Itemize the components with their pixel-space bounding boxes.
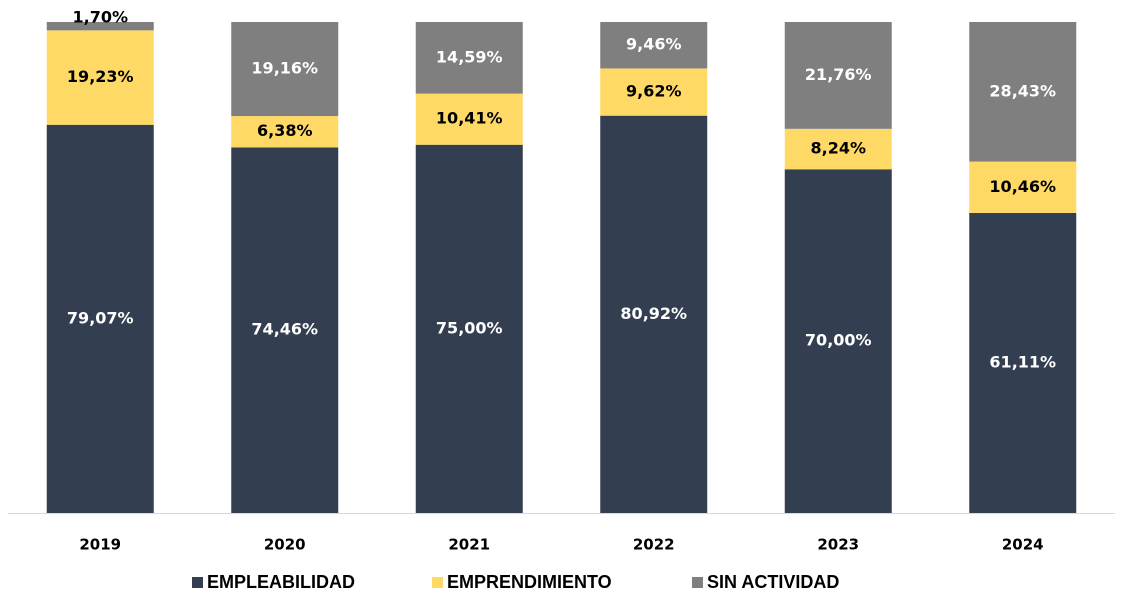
data-label: 10,41%	[436, 109, 503, 128]
data-label: 79,07%	[67, 308, 134, 327]
data-label: 70,00%	[805, 331, 872, 350]
data-label: 19,23%	[67, 67, 134, 86]
bar-segment	[784, 169, 892, 514]
bar-segment	[415, 144, 523, 513]
x-tick-label: 2023	[817, 536, 859, 554]
bar-segment	[46, 124, 154, 513]
bar-segment	[600, 68, 708, 116]
bar-segment	[231, 22, 339, 117]
data-label: 10,46%	[989, 177, 1056, 196]
data-label: 19,16%	[251, 59, 318, 78]
bar-segment	[231, 116, 339, 148]
legend-label: SIN ACTIVIDAD	[707, 572, 839, 592]
bar-segment	[969, 212, 1077, 514]
x-tick-label: 2024	[1002, 536, 1044, 554]
bar-segment	[46, 30, 154, 125]
data-label: 8,24%	[810, 139, 866, 158]
x-tick-label: 2021	[448, 536, 490, 554]
x-tick-label: 2022	[633, 536, 675, 554]
data-label: 9,46%	[626, 35, 682, 54]
data-label: 80,92%	[620, 304, 687, 323]
bar-segment	[231, 147, 339, 513]
bar-segment	[600, 115, 708, 513]
data-label: 61,11%	[989, 352, 1056, 371]
bar-segment	[784, 128, 892, 170]
bar-segment	[600, 22, 708, 69]
bar-segment	[969, 161, 1077, 213]
data-label: 28,43%	[989, 81, 1056, 100]
data-label: 75,00%	[436, 318, 503, 337]
bar-segment	[415, 22, 523, 94]
data-label: 1,70%	[72, 8, 128, 27]
bar-segment	[969, 22, 1077, 162]
data-label: 9,62%	[626, 82, 682, 101]
data-label: 74,46%	[251, 320, 318, 339]
data-label: 21,76%	[805, 65, 872, 84]
legend-swatch	[692, 577, 703, 588]
legend-label: EMPRENDIMIENTO	[447, 572, 612, 592]
legend-label: EMPLEABILIDAD	[207, 572, 355, 592]
data-label: 6,38%	[257, 121, 313, 140]
data-label: 14,59%	[436, 47, 503, 66]
bar-segment	[46, 22, 154, 31]
bar-segment	[415, 93, 523, 145]
legend-swatch	[432, 577, 443, 588]
x-tick-label: 2020	[264, 536, 306, 554]
legend-swatch	[192, 577, 203, 588]
bar-segment	[784, 22, 892, 129]
x-tick-label: 2019	[79, 536, 121, 554]
